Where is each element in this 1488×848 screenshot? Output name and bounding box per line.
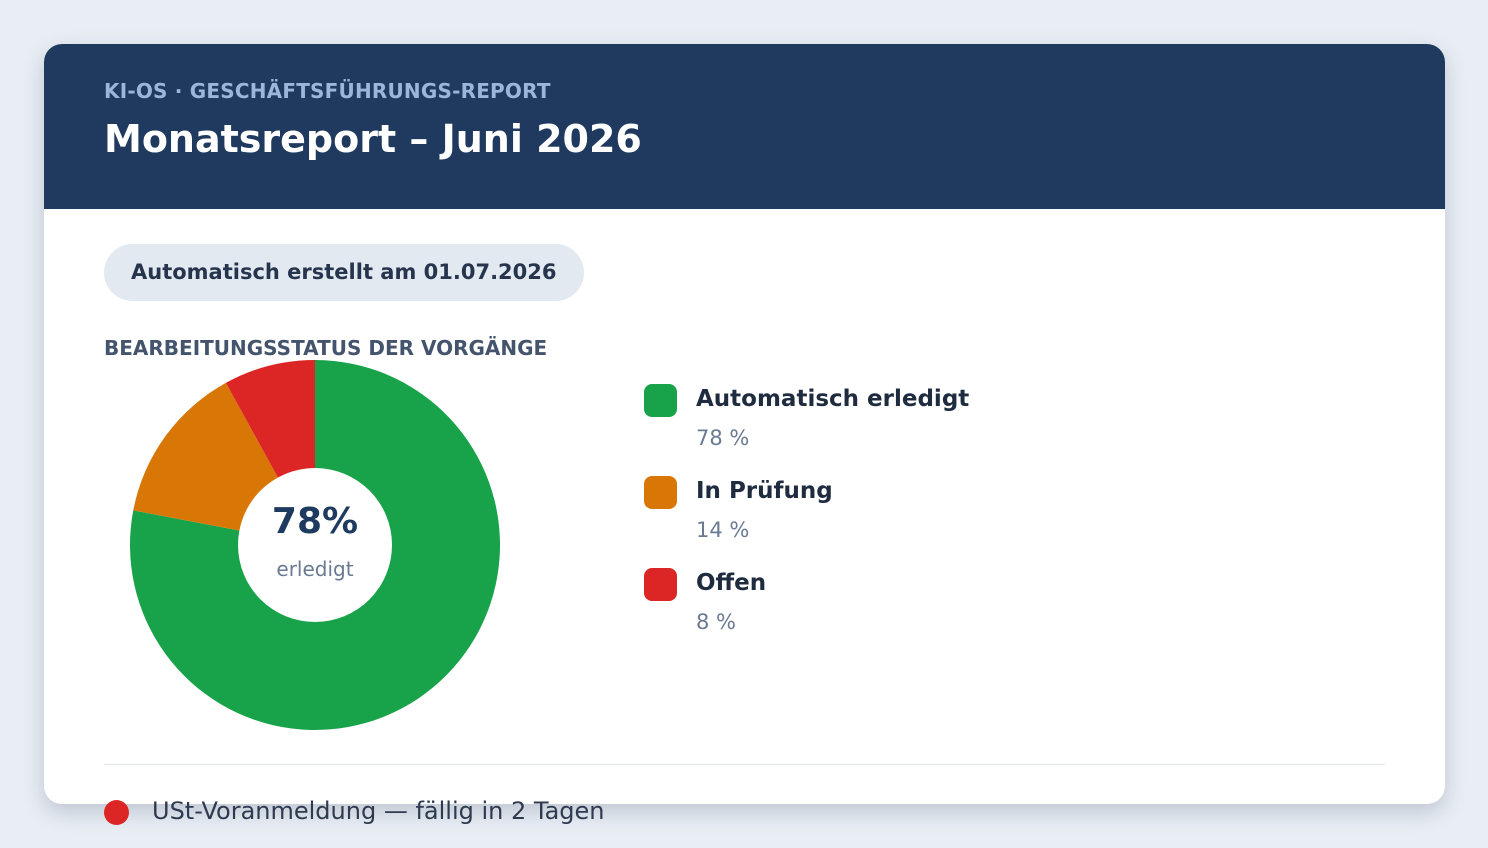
section-title: BEARBEITUNGSSTATUS DER VORGÄNGE [104,336,548,360]
legend-value: 78 % [696,426,750,450]
donut-hole [238,468,392,622]
legend-swatch [644,476,677,509]
report-card: KI-OS · GESCHÄFTSFÜHRUNGS-REPORT Monatsr… [44,44,1445,804]
status-dot-icon [104,800,129,825]
legend-swatch [644,568,677,601]
legend-label: Automatisch erledigt [696,386,970,412]
legend-label: Offen [696,570,767,596]
page-title: Monatsreport – Juni 2026 [104,117,642,161]
legend-swatch [644,384,677,417]
legend-item-automatisch-erledigt: Automatisch erledigt 78 % [644,384,1044,464]
legend-value: 8 % [696,610,736,634]
deadline-text: USt-Voranmeldung — fällig in 2 Tagen [152,797,605,825]
donut-center-value: 78% [272,501,358,542]
donut-chart: 78% erledigt [130,360,501,730]
donut-center-label: erledigt [276,557,353,581]
divider [104,764,1385,765]
report-header: KI-OS · GESCHÄFTSFÜHRUNGS-REPORT Monatsr… [44,44,1445,209]
legend-item-in-pruefung: In Prüfung 14 % [644,476,1044,556]
legend-value: 14 % [696,518,750,542]
generated-badge: Automatisch erstellt am 01.07.2026 [104,244,584,301]
report-eyebrow: KI-OS · GESCHÄFTSFÜHRUNGS-REPORT [104,79,551,103]
legend-label: In Prüfung [696,478,833,504]
legend-item-offen: Offen 8 % [644,568,1044,648]
